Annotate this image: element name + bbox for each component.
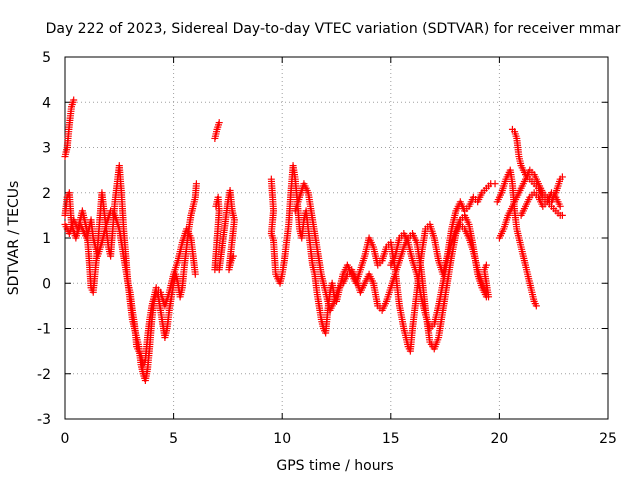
x-tick-label: 0 [61, 431, 70, 447]
data-point [192, 180, 200, 188]
y-tick-label: 4 [42, 95, 51, 111]
chart-title: Day 222 of 2023, Sidereal Day-to-day VTE… [46, 21, 621, 37]
data-point [215, 119, 223, 127]
series-trace-5 [267, 162, 499, 355]
data-point [491, 180, 499, 188]
y-tick-labels: -3 -2 -1 0 1 2 3 4 5 [37, 50, 51, 428]
data-point [558, 173, 566, 181]
x-axis-label: GPS time / hours [276, 458, 393, 474]
data-point [532, 302, 540, 310]
series-trace-3 [61, 189, 199, 369]
series-trace-11 [517, 189, 564, 219]
series-trace-1 [61, 96, 78, 161]
data-point [482, 261, 490, 269]
y-tick-label: 5 [42, 50, 51, 66]
data-point [558, 211, 566, 219]
data-point [191, 270, 199, 278]
series-trace-7 [387, 211, 493, 332]
x-tick-label: 25 [599, 431, 617, 447]
y-tick-label: 2 [42, 186, 51, 202]
data-point [229, 252, 237, 260]
y-axis-label: SDTVAR / TECUs [6, 181, 22, 296]
y-tick-label: -2 [37, 367, 51, 383]
y-tick-label: 1 [42, 231, 51, 247]
series-trace-4 [211, 119, 238, 274]
series-trace-9 [508, 125, 566, 219]
x-tick-label: 15 [382, 431, 400, 447]
x-tick-labels: 0 5 10 15 20 25 [61, 431, 617, 447]
data-points [61, 96, 566, 385]
x-tick-label: 5 [169, 431, 178, 447]
series-trace-8 [493, 166, 540, 310]
data-point [70, 96, 78, 104]
series-trace-2 [61, 162, 200, 385]
y-tick-label: -3 [37, 412, 51, 428]
y-tick-label: 3 [42, 141, 51, 157]
y-tick-label: -1 [37, 322, 51, 338]
y-tick-label: 0 [42, 276, 51, 292]
x-tick-label: 10 [273, 431, 291, 447]
data-point [556, 202, 564, 210]
x-tick-label: 20 [490, 431, 508, 447]
